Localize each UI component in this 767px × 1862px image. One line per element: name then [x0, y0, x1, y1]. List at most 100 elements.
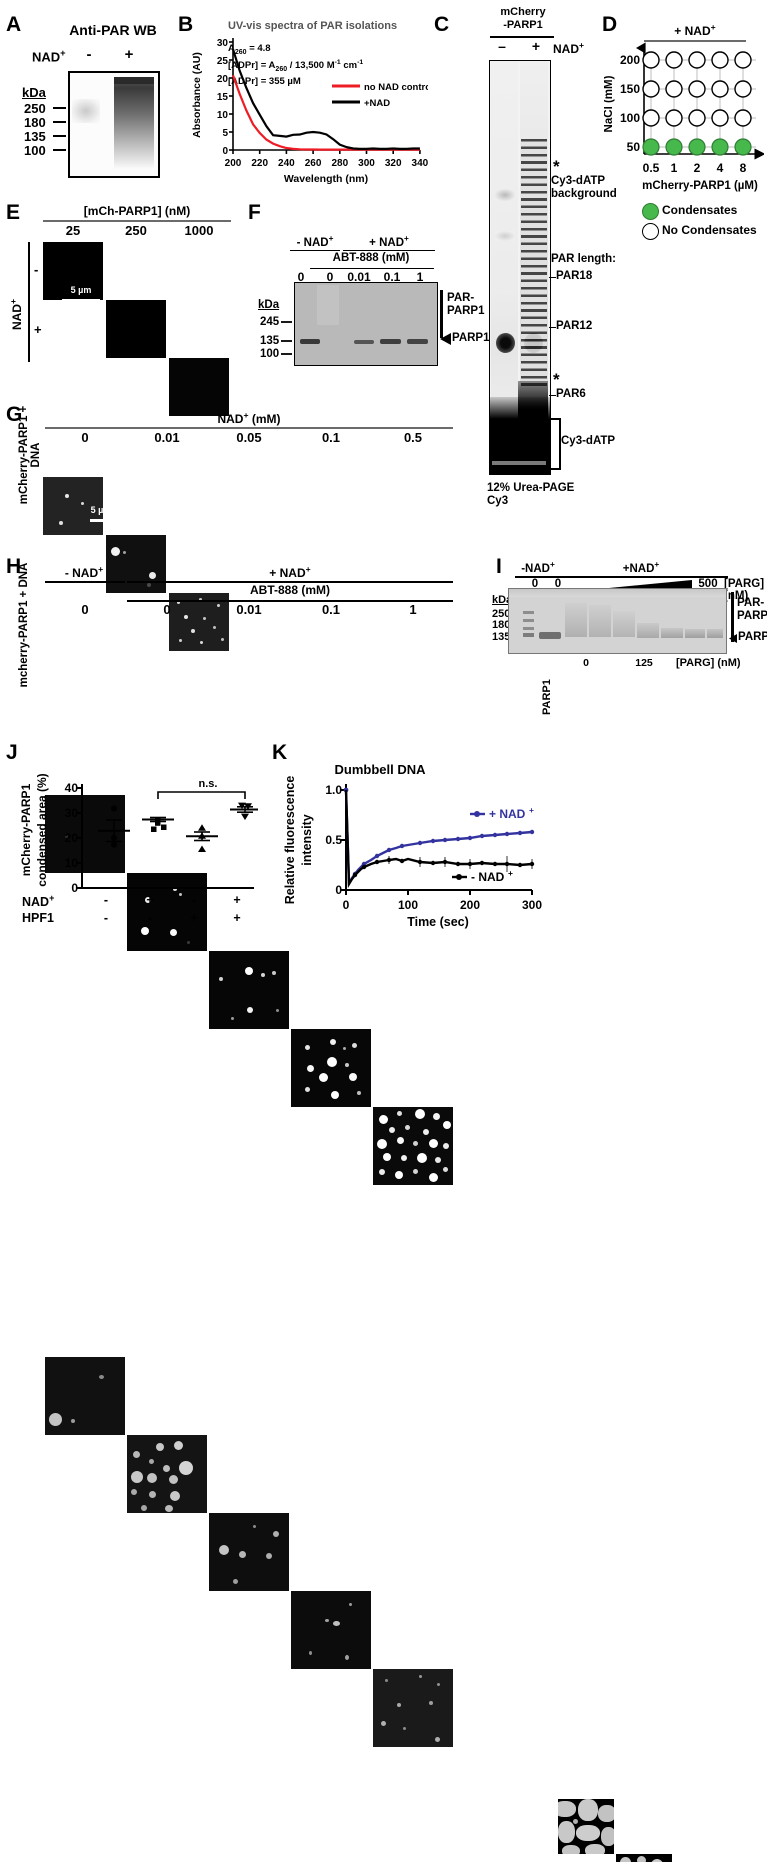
panel-e-row-plus: +: [34, 322, 42, 337]
svg-text:0.5: 0.5: [643, 161, 660, 175]
panel-h-group-right-rule: [127, 581, 453, 583]
panel-e-image-r2c3: [169, 593, 229, 651]
panel-h-group-right: + NAD+: [269, 564, 311, 580]
panel-c-par6-tick: [549, 395, 556, 396]
panel-f-lane-1: 1: [416, 270, 424, 284]
svg-text:300: 300: [522, 898, 542, 912]
svg-text:30: 30: [217, 38, 229, 49]
panel-i-par-parp1-label: PAR-PARP1: [737, 597, 767, 622]
svg-text:5: 5: [222, 128, 228, 139]
panel-h-sub-header: ABT-888 (mM): [249, 583, 330, 597]
panel-f-marker-135: 135: [260, 335, 280, 347]
panel-h-image-c1: [45, 1357, 125, 1435]
panel-f-sub-rule: [310, 268, 434, 269]
panel-j-nad-v3: -: [191, 893, 197, 907]
panel-c-lane-plus: +: [531, 38, 541, 54]
panel-i-marker-180: 180: [492, 619, 511, 631]
svg-text:320: 320: [385, 158, 402, 169]
svg-text:Dumbbell DNA: Dumbbell DNA: [335, 762, 427, 777]
panel-i-parp1-arrow-icon: [728, 633, 738, 644]
panel-d-letter: D: [602, 13, 618, 36]
svg-text:150: 150: [620, 82, 640, 96]
panel-f-group-left: - NAD+: [296, 234, 334, 249]
svg-text:20: 20: [217, 74, 229, 85]
panel-k-letter: K: [272, 741, 288, 764]
svg-text:+ NAD: + NAD: [489, 807, 526, 821]
panel-f-group-right: + NAD+: [369, 234, 409, 249]
svg-text:Wavelength (nm): Wavelength (nm): [284, 173, 368, 185]
svg-text:0: 0: [222, 146, 228, 157]
panel-a-marker-250: 250: [24, 101, 46, 116]
panel-c-par-length-title: PAR length:: [551, 253, 616, 265]
panel-i-par-parp1-bracket: [731, 592, 734, 642]
panel-i-inset-row-label: PARP1: [541, 679, 553, 715]
panel-j-row-hpf1-label: HPF1: [22, 911, 54, 925]
panel-g-row-label: mCherry-PARP1 + DNA: [18, 405, 42, 505]
panel-e-row-bracket: [28, 242, 30, 362]
panel-f-lane-01: 0.1: [383, 270, 401, 284]
svg-text:0.5: 0.5: [325, 833, 342, 847]
panel-f-kda-label: kDa: [258, 299, 280, 311]
panel-a-lane-minus: -: [86, 46, 92, 63]
panel-c-par18-label: PAR18: [556, 270, 593, 282]
svg-text:+: +: [508, 868, 513, 878]
panel-h-col-0b: 0: [163, 602, 171, 617]
panel-i-inset-col-125: 125: [635, 657, 653, 669]
panel-c-par12-tick: [549, 327, 556, 328]
svg-text:10: 10: [65, 856, 79, 870]
panel-b-annotation: A260 = 4.8 [ADPr] = A260 / 13,500 M-1 cm…: [228, 43, 364, 88]
svg-text:200: 200: [620, 53, 640, 67]
panel-i-gradient-end: 500: [698, 578, 718, 590]
panel-g-col-01: 0.1: [321, 430, 341, 445]
panel-i-letter: I: [496, 555, 502, 578]
panel-i-inset-axis-label: [PARG] (nM): [676, 657, 741, 669]
panel-f-par-parp1-label: PAR- PARP1: [447, 292, 485, 317]
panel-g-image-c5: [373, 1107, 453, 1185]
panel-c-lane-minus: –: [498, 38, 506, 54]
svg-text:condensed area (%): condensed area (%): [35, 773, 49, 886]
svg-text:220: 220: [251, 158, 268, 169]
svg-text:280: 280: [331, 158, 348, 169]
panel-f-par-parp1-bracket: [440, 290, 443, 338]
svg-text:200: 200: [460, 898, 480, 912]
panel-e-image-r1c2: [106, 300, 166, 358]
panel-a-marker-ticks: [53, 100, 67, 160]
panel-i-group-left: -NAD+: [521, 560, 555, 575]
panel-h-sub-rule: [127, 600, 453, 602]
panel-c-gel: [489, 60, 551, 475]
panel-j-hpf1-v2: -: [147, 911, 153, 925]
panel-i-group-left-rule: [515, 576, 561, 578]
panel-g-col-005: 0.05: [236, 430, 262, 445]
panel-f-lane-0a: 0: [297, 270, 305, 284]
svg-text:100: 100: [398, 898, 418, 912]
panel-h-col-1: 1: [409, 602, 417, 617]
svg-text:1: 1: [671, 161, 678, 175]
panel-h-scalebar: 5 µm: [80, 672, 122, 694]
panel-g-top-rule: [45, 427, 453, 429]
svg-text:Time (sec): Time (sec): [407, 915, 469, 929]
panel-g-scalebar: 5 µm: [80, 500, 122, 522]
panel-e-image-r2c1: [43, 477, 103, 535]
panel-a-title: Anti-PAR WB: [69, 22, 157, 38]
panel-i-inset-scalebar: 10 µm: [578, 712, 612, 734]
svg-text:- NAD: - NAD: [471, 870, 505, 884]
svg-text:0: 0: [335, 883, 342, 897]
panel-c-header-rule: [490, 36, 554, 38]
panel-b-title: UV-vis spectra of PAR isolations: [227, 20, 398, 32]
svg-text:15: 15: [217, 92, 229, 103]
svg-text:25: 25: [217, 56, 229, 67]
panel-d-condition-rule: [644, 40, 746, 42]
panel-g-col-05: 0.5: [403, 430, 423, 445]
panel-h-group-left-rule: [45, 581, 125, 583]
panel-c-cy3-datp-bracket: [551, 418, 561, 470]
panel-h-image-c4: [291, 1591, 371, 1669]
panel-d-chart: 200 150 100 50 0.5 1 2 4 8 NaCl (mM) mCherry-P…: [604, 42, 764, 192]
svg-text:260: 260: [305, 158, 322, 169]
panel-d-legend-condensates-swatch: [642, 203, 659, 220]
panel-e-image-r1c1: [43, 242, 103, 300]
svg-text:40: 40: [65, 781, 79, 795]
panel-j-hpf1-v1: -: [103, 911, 109, 925]
svg-text:340: 340: [412, 158, 428, 169]
panel-g-col-001: 0.01: [154, 430, 180, 445]
panel-i-group-right-rule: [548, 576, 728, 578]
